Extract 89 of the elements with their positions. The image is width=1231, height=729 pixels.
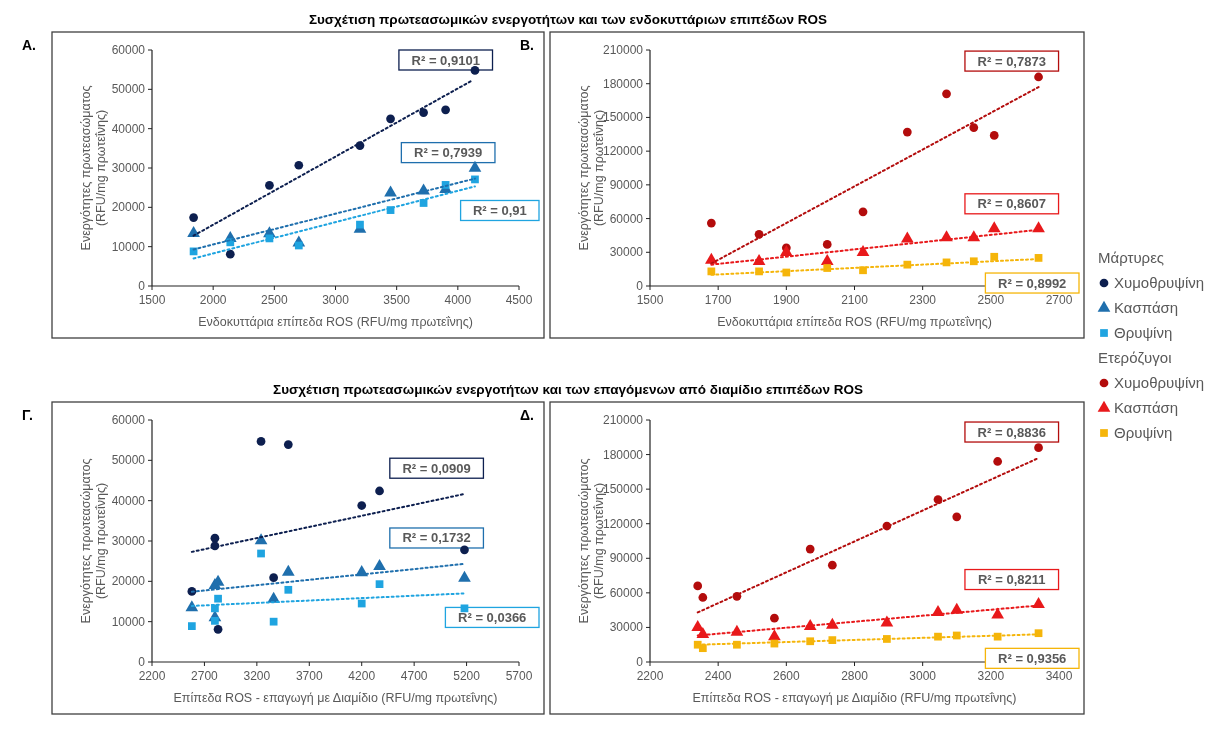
x-tick-label: 2200 [636,669,664,683]
annotation: R² = 0,91 [472,202,527,218]
y-tick-label: 180000 [602,76,644,91]
text: Γ. [22,407,33,423]
y-tick-label: 90000 [609,177,644,192]
y-tick-label: 0 [138,655,146,669]
x-tick-label: 3500 [383,293,411,307]
annotation: R² = 0,0366 [458,609,527,625]
legend-label: Χυμοθρυψίνη [1114,374,1205,391]
annotation: R² = 0,1732 [402,530,471,546]
annotation: R² = 0,8836 [977,424,1046,440]
y-tick-label: 10000 [111,239,146,254]
y-tick-label: 30000 [609,245,644,260]
annotation: R² = 0,8992 [998,275,1067,291]
y-tick-label: 50000 [111,453,146,468]
y-tick-label: 0 [636,279,644,293]
x-axis-title: Επίπεδα ROS - επαγωγή με Διαμίδιο (RFU/mg πρωτεΐνης) [173,691,498,705]
x-tick-label: 2500 [977,293,1005,307]
text: Συσχέτιση πρωτεασωμικών ενεργοτήτων και των επαγόμενων από διαμίδιο επιπέδων ROS [273,382,863,397]
annotation: R² = 0,0909 [402,460,471,476]
text: Δ. [520,407,534,423]
x-tick-label: 2100 [841,293,869,307]
x-tick-label: 1900 [772,293,800,307]
annotation: R² = 0,7939 [414,145,483,161]
y-axis-title: Ενεργότητες πρωτεασώματος (RFU/mg πρωτεΐνης) [79,458,108,624]
y-tick-label: 0 [138,279,146,293]
x-tick-label: 4500 [505,293,533,307]
x-tick-label: 2200 [138,669,166,683]
legend-title: Ετερόζυγοι [1098,349,1172,366]
x-axis-title: Επίπεδα ROS - επαγωγή με Διαμίδιο (RFU/mg πρωτεΐνης) [692,691,1017,705]
annotation: R² = 0,9101 [411,52,480,68]
y-tick-label: 20000 [111,200,146,215]
y-tick-label: 180000 [602,447,644,462]
legend-label: Κασπάση [1114,399,1179,416]
text: Β. [520,37,534,53]
y-tick-label: 60000 [111,43,146,57]
y-tick-label: 20000 [111,574,146,589]
x-tick-label: 3000 [909,669,937,683]
x-axis-title: Ενδοκυττάρια επίπεδα ROS (RFU/mg πρωτεΐνης) [717,315,992,329]
y-tick-label: 120000 [602,516,644,531]
x-axis-title: Ενδοκυττάρια επίπεδα ROS (RFU/mg πρωτεΐνης) [198,315,473,329]
x-tick-label: 4000 [444,293,472,307]
y-tick-label: 40000 [111,493,146,508]
y-axis-title: Ενεργότητες πρωτεασώματος (RFU/mg πρωτεΐνης) [79,85,108,251]
annotation: R² = 0,7873 [977,53,1046,69]
x-tick-label: 1700 [704,293,732,307]
annotation: R² = 0,8211 [977,572,1046,588]
x-tick-label: 1500 [138,293,166,307]
y-tick-label: 10000 [111,614,146,629]
y-tick-label: 210000 [602,43,644,57]
legend-label: Κασπάση [1114,299,1179,316]
x-tick-label: 3200 [977,669,1005,683]
y-tick-label: 60000 [609,211,644,226]
text: Συσχέτιση πρωτεασωμικών ενεργοτήτων και των ενδοκυττάριων επιπέδων ROS [308,12,828,27]
x-tick-label: 1500 [636,293,664,307]
y-tick-label: 60000 [609,585,644,600]
legend-label: Θρυψίνη [1114,324,1173,341]
x-tick-label: 2400 [704,669,732,683]
x-tick-label: 4700 [400,669,428,683]
legend-label: Θρυψίνη [1114,424,1173,441]
x-tick-label: 2600 [772,669,800,683]
y-tick-label: 40000 [111,121,146,136]
x-tick-label: 2500 [260,293,288,307]
x-tick-label: 2000 [199,293,227,307]
x-tick-label: 4200 [348,669,376,683]
y-tick-label: 30000 [111,534,146,548]
y-tick-label: 90000 [609,551,644,566]
x-tick-label: 2800 [841,669,869,683]
y-tick-label: 50000 [111,82,146,97]
y-tick-label: 30000 [609,620,644,635]
legend-title: Μάρτυρες [1098,249,1165,266]
legend-label: Χυμοθρυψίνη [1114,274,1205,291]
text: Α. [22,37,36,53]
x-tick-label: 3000 [322,293,350,307]
y-tick-label: 30000 [111,161,146,175]
x-tick-label: 5200 [453,669,481,683]
x-tick-label: 2300 [909,293,937,307]
y-tick-label: 0 [636,655,644,669]
x-tick-label: 2700 [1045,293,1073,307]
y-tick-label: 210000 [602,413,644,427]
x-tick-label: 5700 [505,669,533,683]
annotation: R² = 0,8607 [977,196,1046,212]
x-tick-label: 3200 [243,669,271,683]
x-tick-label: 3400 [1045,669,1073,683]
y-tick-label: 60000 [111,413,146,427]
y-tick-label: 120000 [602,144,644,159]
x-tick-label: 2700 [191,669,219,683]
annotation: R² = 0,9356 [998,650,1067,666]
x-tick-label: 3700 [295,669,323,683]
